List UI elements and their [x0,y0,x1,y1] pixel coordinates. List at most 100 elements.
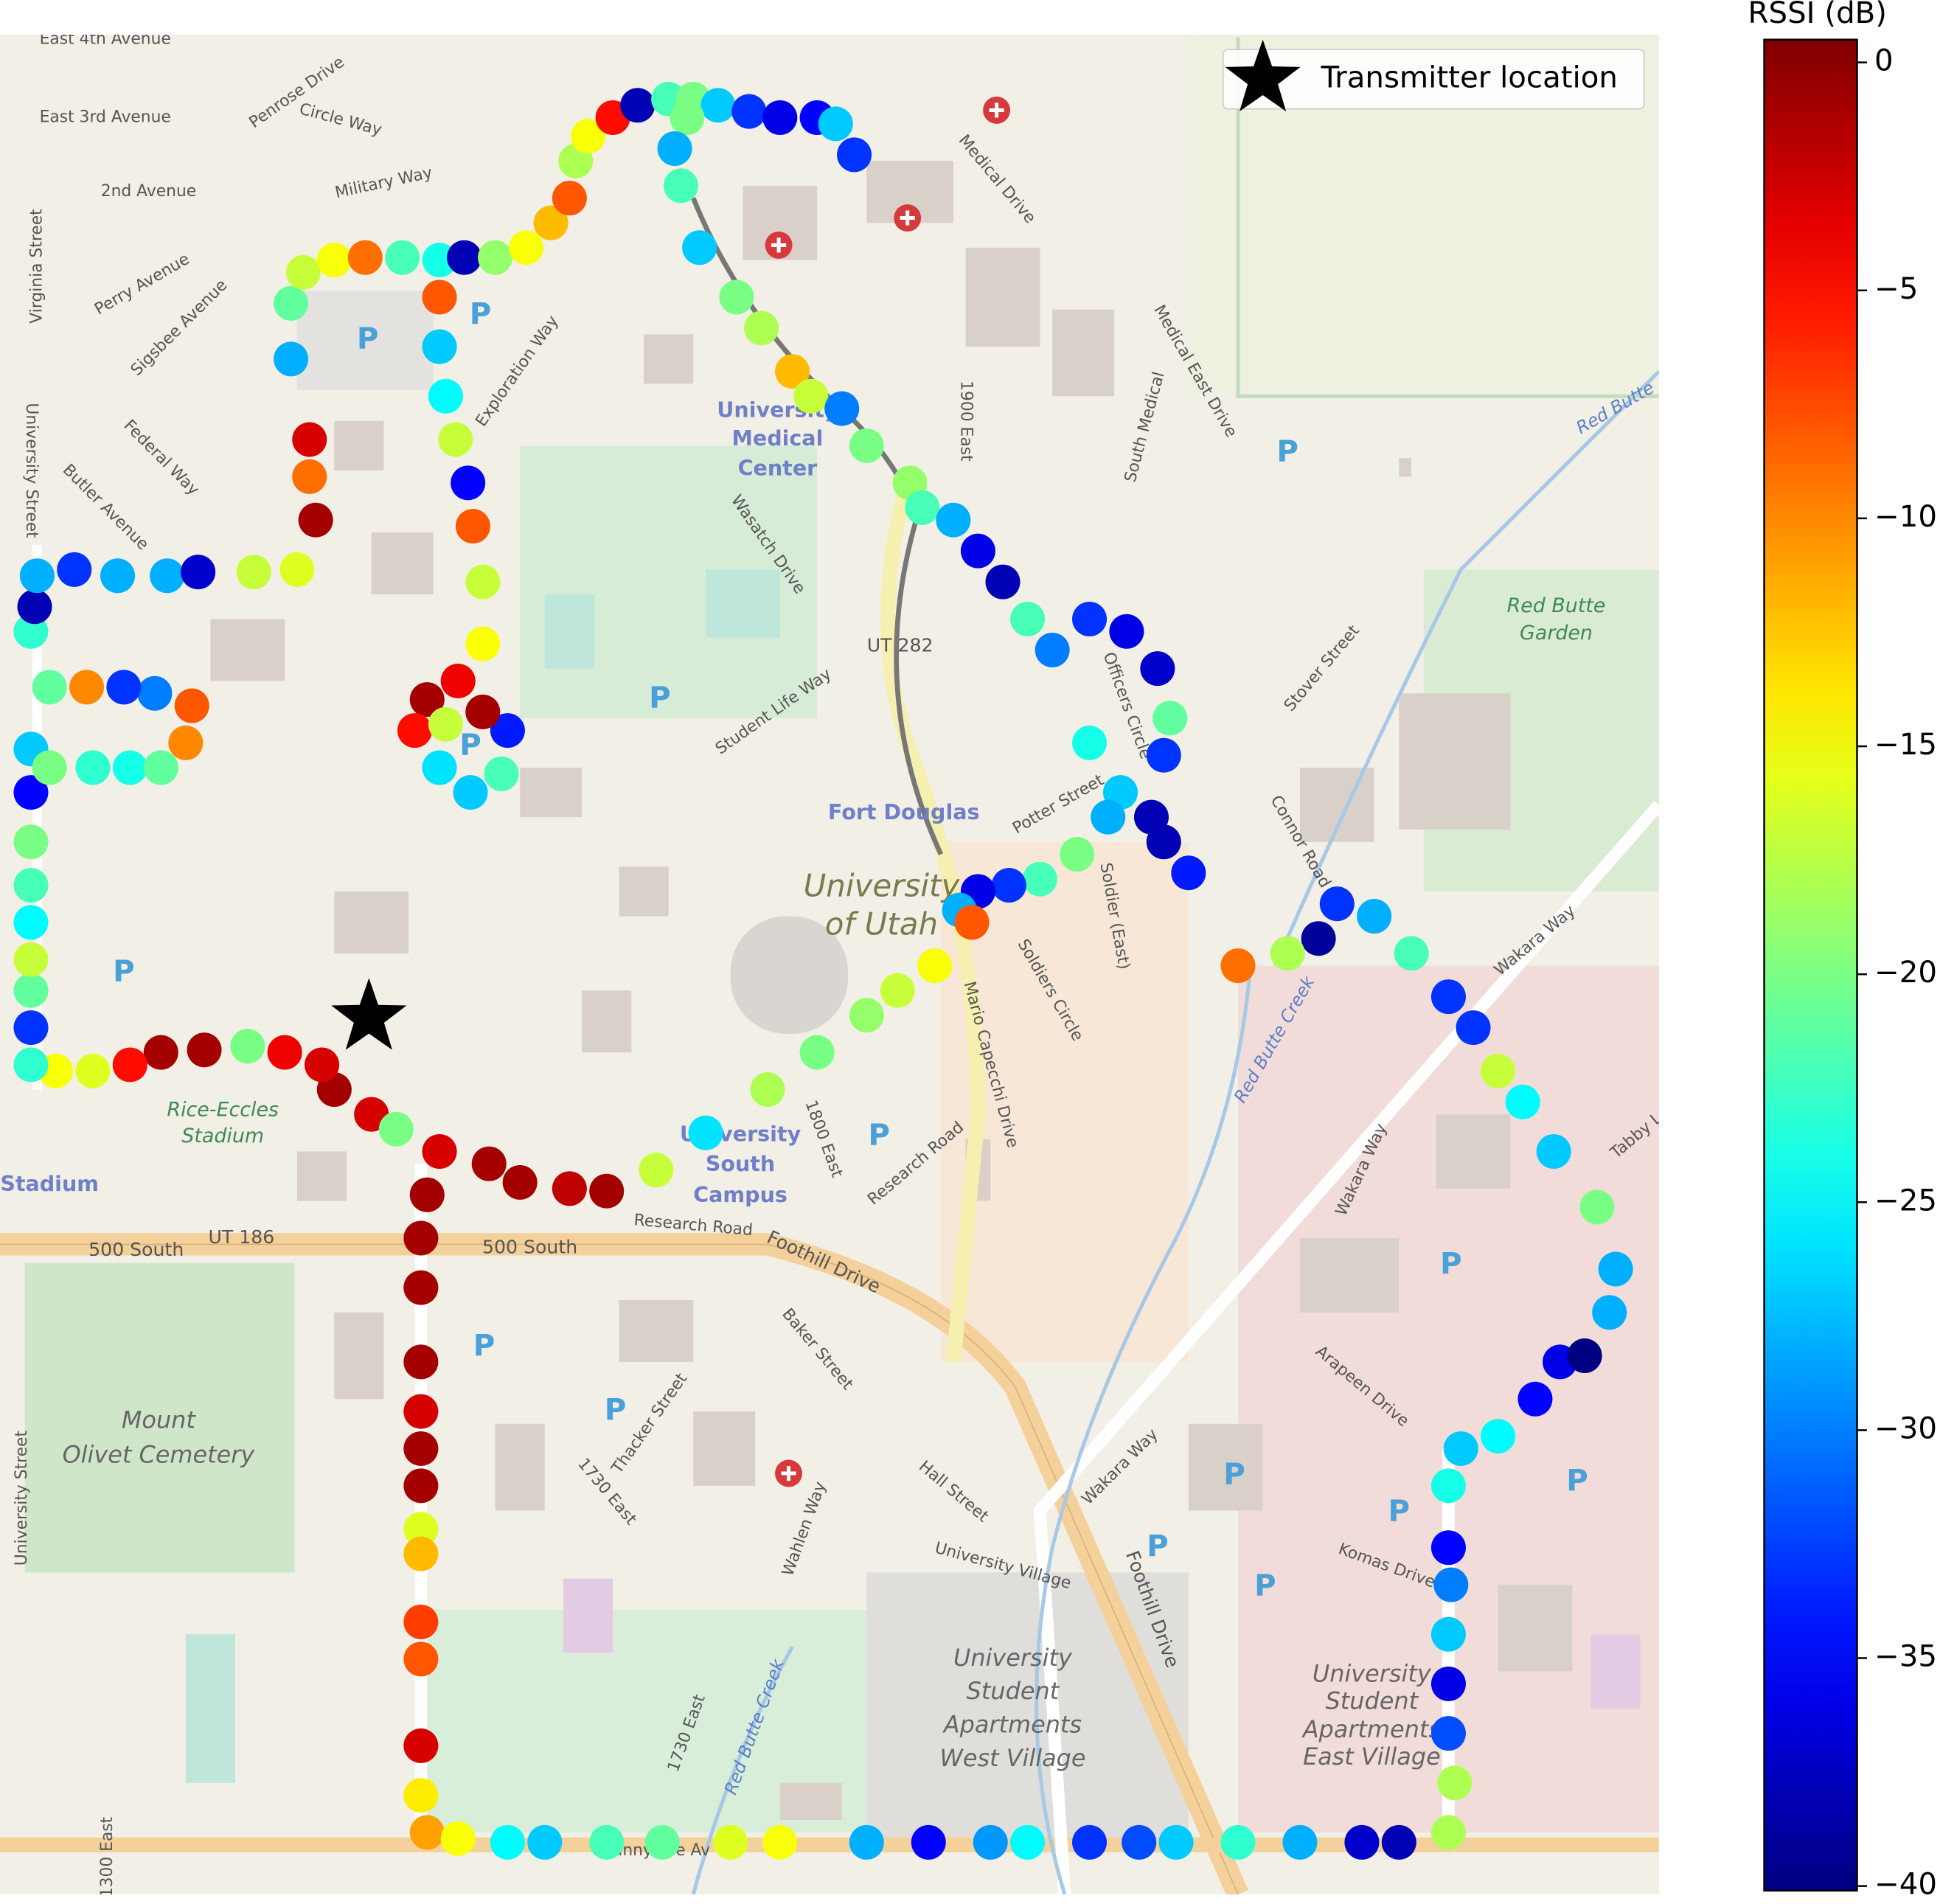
parking-icon: P [1276,434,1298,469]
rssi-point [13,942,49,977]
legend: Transmitter location [1223,39,1645,111]
rssi-point [1344,1824,1380,1860]
rssi-point [1035,632,1070,667]
rssi-point [1598,1251,1633,1287]
rssi-point [1456,1010,1491,1046]
rssi-point [1437,1765,1473,1801]
rssi-point [455,509,490,544]
map-label: Student [967,1677,1060,1705]
rssi-point [403,1778,439,1813]
rssi-point [657,131,692,167]
rssi-point [1146,824,1181,860]
legend-box [1223,49,1645,110]
rssi-point [1220,948,1256,984]
rssi-point [1319,886,1355,922]
rssi-point [911,1824,946,1860]
rssi-point [1381,1824,1416,1860]
rssi-point [465,626,501,661]
map: East 4th Avenue East 3rd Avenue 2nd Avenue… [0,30,1659,1894]
rssi-point [837,137,872,173]
rssi-point [403,1641,439,1677]
rssi-point [447,240,482,275]
rssi-point [1158,1824,1194,1860]
map-label: University Street [22,403,41,538]
hospital-icons [765,96,1011,1487]
rssi-point [620,88,656,123]
map-label: East 3rd Avenue [40,108,171,127]
rssi-point [453,775,488,810]
map-label: University [1313,1660,1432,1688]
map-label: Mount [122,1406,196,1434]
rssi-point [32,750,67,785]
rssi-point [1072,725,1108,760]
map-label: Stadium [181,1125,264,1147]
rssi-point [403,1270,439,1305]
rssi-point [174,688,209,723]
parking-icon: P [1388,1494,1411,1529]
rssi-point [571,119,606,154]
rssi-point [298,502,333,538]
rssi-point [438,422,473,457]
rssi-point [1481,1419,1516,1454]
rssi-point [818,106,853,142]
rssi-point [422,279,457,315]
rssi-point [316,243,352,278]
map-label: East 4th Avenue [40,30,171,49]
rssi-point [181,555,216,590]
map-label: West Village [939,1744,1085,1772]
parking-icon: P [473,1328,496,1363]
rssi-point [347,240,383,275]
colorbar-tick-label: −20 [1874,955,1937,990]
rssi-point [397,713,432,748]
colorbar-tick-label: −15 [1874,727,1937,762]
rssi-point [1140,651,1175,687]
rssi-point [1152,701,1188,736]
parking-icon: P [357,322,379,356]
rssi-point [824,391,860,426]
map-label: Olivet Cemetery [63,1441,256,1469]
rssi-point [1282,1824,1318,1860]
legend-marker [1225,39,1301,111]
rssi-point [465,564,501,600]
rssi-point [378,1111,414,1147]
parking-icon: P [470,296,492,331]
colorbar-tick-label: −30 [1874,1411,1937,1445]
rssi-point [422,329,457,364]
rssi-point [849,428,884,463]
rssi-point [385,240,420,275]
map-label: Student [1326,1687,1419,1715]
rssi-point [409,682,445,718]
rssi-point [1010,602,1046,637]
map-label: Red Butte [1507,594,1606,617]
map-label: Virginia Street [27,209,46,324]
parking-icon: P [459,727,481,762]
rssi-point [292,422,327,457]
colorbar-label: RSSI (dB) [1748,0,1887,30]
rssi-point [688,1115,723,1150]
map-label: Rice-Eccles [167,1099,279,1122]
rssi-point [230,1029,265,1064]
rssi-point [403,1536,439,1571]
rssi-point [670,100,705,136]
rssi-point [552,1171,587,1206]
rssi-point [112,1047,147,1083]
rssi-point [750,1072,785,1108]
rssi-point [1481,1053,1516,1088]
rssi-point [762,1824,798,1860]
colorbar: RSSI (dB) 0 −5 −10 −15 −20 −25 −30 −35 −40 [1748,0,1937,1902]
rssi-point [1430,1716,1466,1751]
rssi-point [440,663,476,698]
rssi-point [1072,1824,1108,1860]
rssi-point [403,1512,439,1547]
rssi-point [451,465,486,501]
rssi-point [19,558,55,594]
rssi-point [1171,855,1206,891]
map-label: Campus [693,1183,788,1207]
rssi-point [509,230,544,265]
rssi-point [552,181,587,216]
rssi-point [1072,602,1108,637]
rssi-point [403,1394,439,1429]
rssi-point [533,205,569,240]
rssi-point [112,750,147,785]
rssi-point [274,341,309,377]
